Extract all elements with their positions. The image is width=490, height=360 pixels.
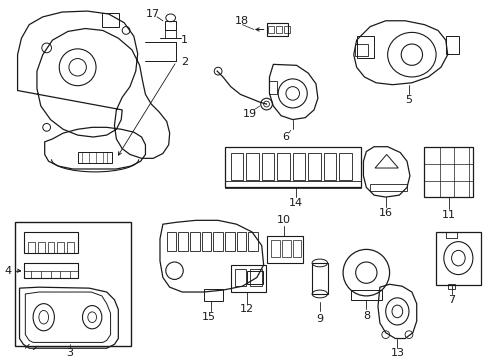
Bar xyxy=(446,232,457,238)
Bar xyxy=(231,265,266,292)
Bar xyxy=(324,153,336,180)
Text: 6: 6 xyxy=(282,132,290,142)
Text: 4: 4 xyxy=(4,266,12,276)
Bar xyxy=(276,26,282,33)
Bar xyxy=(267,236,303,263)
Bar xyxy=(203,289,223,301)
Bar xyxy=(293,240,301,257)
Bar xyxy=(247,271,263,284)
Bar xyxy=(277,153,290,180)
Bar xyxy=(24,232,77,253)
Bar xyxy=(370,184,407,191)
Bar xyxy=(312,263,328,294)
Bar xyxy=(293,153,305,180)
Bar xyxy=(231,153,244,180)
Bar xyxy=(270,81,277,94)
Bar xyxy=(48,242,54,253)
Text: 15: 15 xyxy=(201,312,216,322)
Text: 8: 8 xyxy=(363,311,370,321)
Bar xyxy=(355,44,368,56)
Bar xyxy=(262,153,274,180)
Text: 9: 9 xyxy=(316,314,323,324)
Bar xyxy=(351,290,382,300)
Text: 7: 7 xyxy=(448,295,455,305)
Bar xyxy=(237,232,246,251)
Text: 3: 3 xyxy=(66,348,74,358)
Bar xyxy=(190,232,200,251)
Bar xyxy=(77,152,112,163)
Bar xyxy=(269,26,274,33)
Text: 1: 1 xyxy=(181,35,188,45)
Bar xyxy=(165,21,176,31)
Bar xyxy=(267,23,288,36)
Bar xyxy=(357,36,374,58)
Bar xyxy=(284,26,290,33)
Bar xyxy=(225,147,361,188)
Bar xyxy=(24,263,77,271)
Bar xyxy=(235,269,246,286)
Text: 14: 14 xyxy=(289,198,303,208)
Bar xyxy=(57,242,64,253)
Bar xyxy=(446,36,459,54)
Text: 5: 5 xyxy=(405,95,413,105)
Bar xyxy=(225,232,235,251)
Bar xyxy=(424,147,473,197)
Bar xyxy=(225,181,361,188)
Text: 17: 17 xyxy=(146,9,160,19)
Bar xyxy=(436,232,481,285)
Text: 10: 10 xyxy=(277,215,291,225)
Bar xyxy=(202,232,211,251)
Text: 11: 11 xyxy=(441,210,456,220)
Bar xyxy=(250,269,262,286)
Text: 16: 16 xyxy=(379,208,392,217)
Bar xyxy=(248,232,258,251)
Bar xyxy=(339,153,352,180)
Text: 12: 12 xyxy=(240,305,254,315)
Bar xyxy=(67,242,74,253)
Bar xyxy=(15,222,131,346)
Bar xyxy=(448,284,456,289)
Text: 2: 2 xyxy=(181,58,188,67)
Text: 13: 13 xyxy=(391,348,404,358)
Text: 19: 19 xyxy=(243,109,257,119)
Bar xyxy=(102,13,119,27)
Bar xyxy=(38,242,45,253)
Bar xyxy=(24,263,77,279)
Bar xyxy=(167,232,176,251)
Text: 18: 18 xyxy=(235,16,249,26)
Bar xyxy=(271,240,280,257)
Bar xyxy=(246,153,259,180)
Bar xyxy=(178,232,188,251)
Bar xyxy=(213,232,223,251)
Bar xyxy=(308,153,321,180)
Bar xyxy=(282,240,291,257)
Bar xyxy=(28,242,35,253)
